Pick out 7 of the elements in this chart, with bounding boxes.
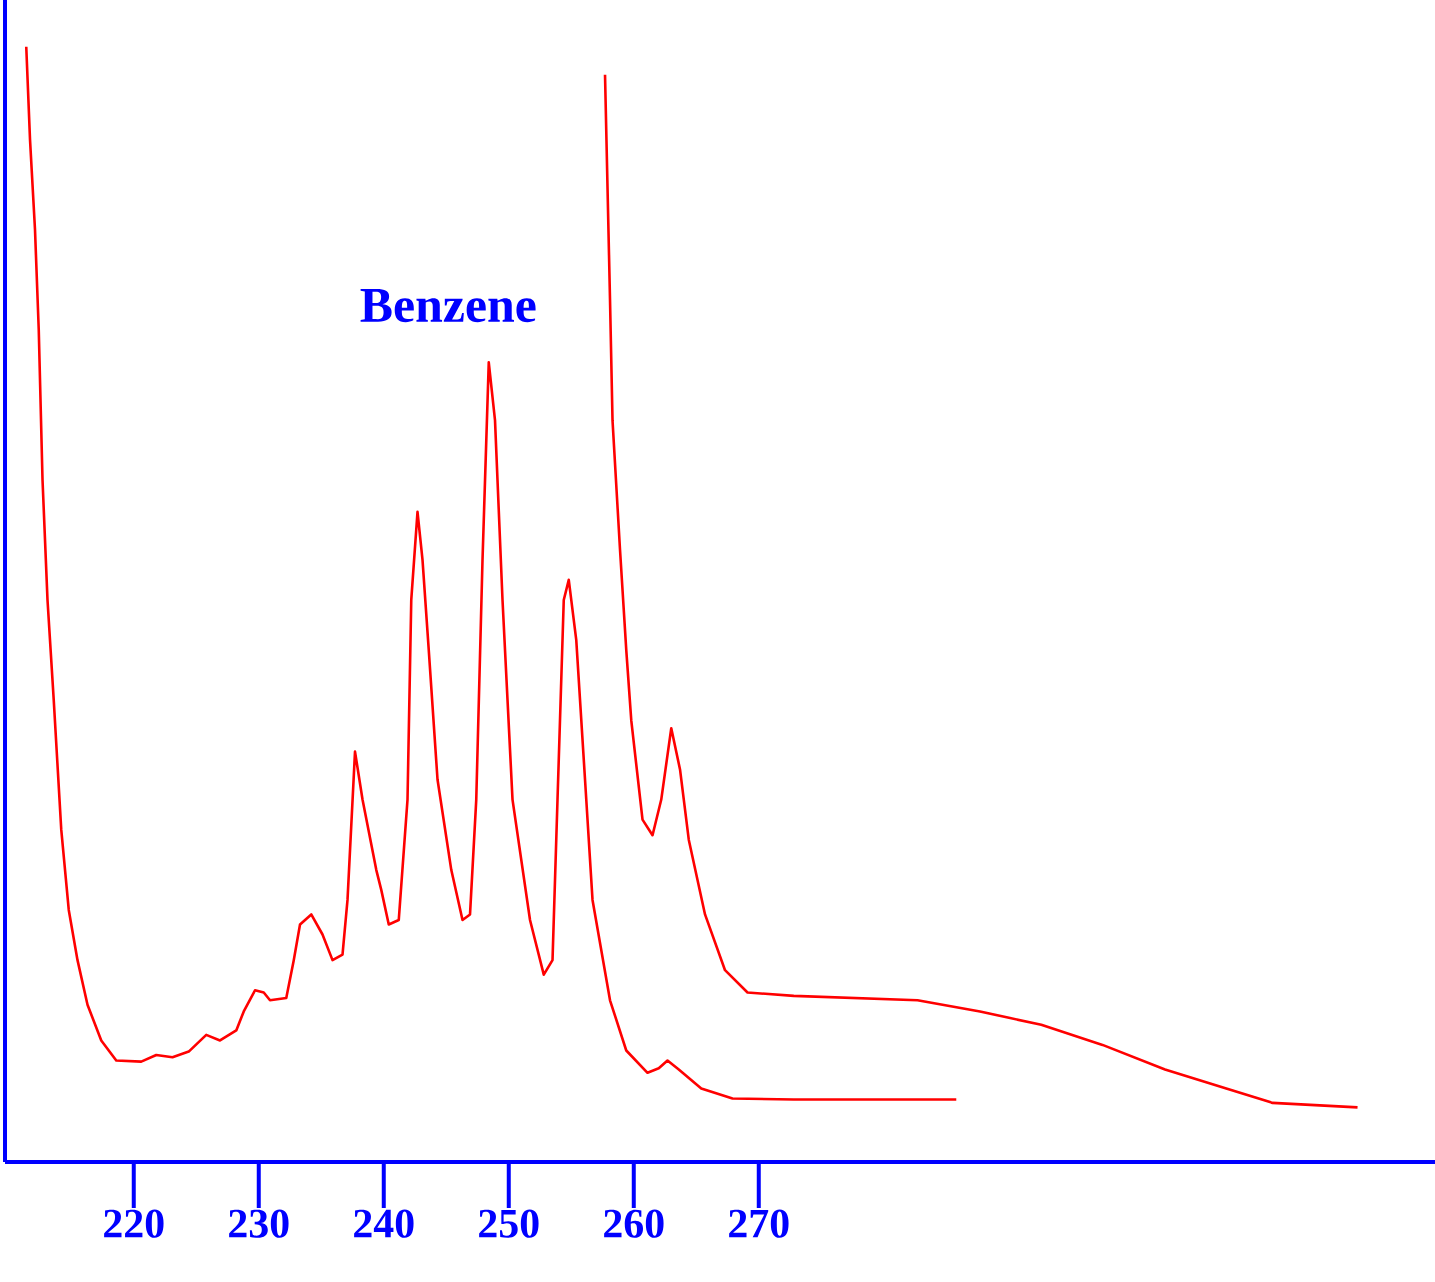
x-tick-label: 270 bbox=[729, 1209, 789, 1238]
annotation: Benzene bbox=[360, 289, 536, 323]
x-tick-label: 250 bbox=[479, 1209, 539, 1238]
x-tick-label: 220 bbox=[104, 1209, 164, 1238]
x-tick-label: 260 bbox=[604, 1209, 664, 1238]
x-tick-label: 230 bbox=[229, 1209, 289, 1238]
x-tick-label: 240 bbox=[354, 1209, 414, 1238]
